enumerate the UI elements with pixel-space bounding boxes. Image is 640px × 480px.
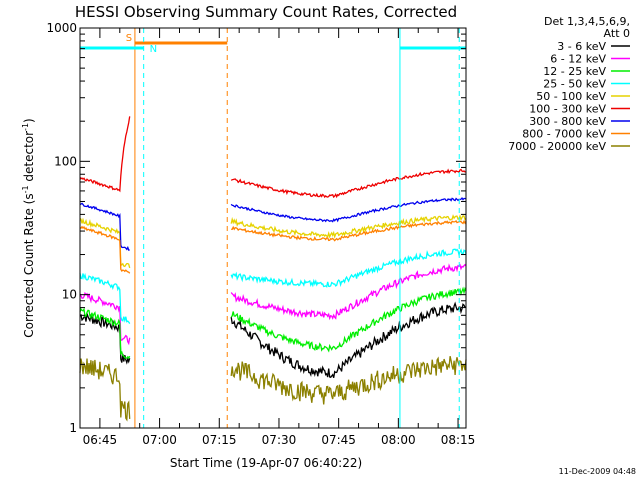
axis-layer: 1 10 100 1000 06:45 07:00 07:15 07:30 07:45 08:00… <box>46 21 475 447</box>
series-layer <box>79 116 467 422</box>
series-line-pre <box>79 291 131 346</box>
y-axis-label-sup2: -1 <box>21 123 30 131</box>
legend-label: 25 - 50 keV <box>543 78 606 91</box>
legend-label: 6 - 12 keV <box>550 53 606 66</box>
saa-label: S <box>126 33 132 44</box>
y-axis-label-sup1: -1 <box>21 185 30 193</box>
legend-header-line-1: Det 1,3,4,5,6,9, <box>544 15 630 28</box>
y-axis-label-mid: detector <box>22 131 36 186</box>
series-line-post <box>230 356 467 405</box>
series-line-pre <box>79 358 131 422</box>
series-line-pre <box>79 217 131 269</box>
series-line-post <box>230 168 467 199</box>
legend-label: 3 - 6 keV <box>557 40 606 53</box>
plot-frame <box>79 27 467 429</box>
legend-label: 50 - 100 keV <box>536 90 606 103</box>
series-line-post <box>230 263 467 321</box>
legend-label: 12 - 25 keV <box>543 65 606 78</box>
series-line-pre <box>79 202 130 251</box>
series-line-pre <box>79 307 131 360</box>
legend-label: 300 - 800 keV <box>529 115 606 128</box>
series-line-post <box>230 213 467 239</box>
y-tick-label: 10 <box>62 288 77 302</box>
x-tick-label: 07:15 <box>202 433 237 447</box>
series-line-pre <box>79 313 131 365</box>
y-tick-label: 1 <box>69 421 77 435</box>
legend-label: 800 - 7000 keV <box>522 128 606 141</box>
legend-header-line-2: Att 0 <box>604 27 630 40</box>
x-tick-label: 08:00 <box>381 433 416 447</box>
series-line-pre <box>79 272 131 324</box>
chart-title: HESSI Observing Summary Count Rates, Cor… <box>75 3 457 21</box>
series-line-post <box>230 301 466 379</box>
x-axis-label: Start Time (19-Apr-07 06:40:22) <box>170 456 362 470</box>
series-line-post <box>230 248 467 288</box>
footer-timestamp: 11-Dec-2009 04:48 <box>559 467 636 476</box>
series-line-post <box>230 286 467 353</box>
y-tick-label: 100 <box>54 154 77 168</box>
legend-label: 100 - 300 keV <box>529 103 606 116</box>
series-line-post <box>230 197 467 223</box>
legend-label: 7000 - 20000 keV <box>508 140 606 153</box>
marker-layer: SN <box>80 28 466 428</box>
series-line-pre <box>79 225 131 274</box>
x-tick-label: 07:30 <box>262 433 297 447</box>
x-tick-label: 06:45 <box>83 433 118 447</box>
series-line-pre <box>79 116 131 193</box>
x-tick-label: 08:15 <box>441 433 476 447</box>
y-axis-label-end: ) <box>22 118 36 123</box>
y-tick-label: 1000 <box>46 21 77 35</box>
x-tick-label: 07:00 <box>142 433 177 447</box>
y-axis-label: Corrected Count Rate (s-1 detector-1) <box>21 118 36 337</box>
x-tick-label: 07:45 <box>321 433 356 447</box>
night-label: N <box>150 44 157 55</box>
series-line-post <box>231 219 467 242</box>
y-axis-label-main: Corrected Count Rate (s <box>22 193 36 337</box>
